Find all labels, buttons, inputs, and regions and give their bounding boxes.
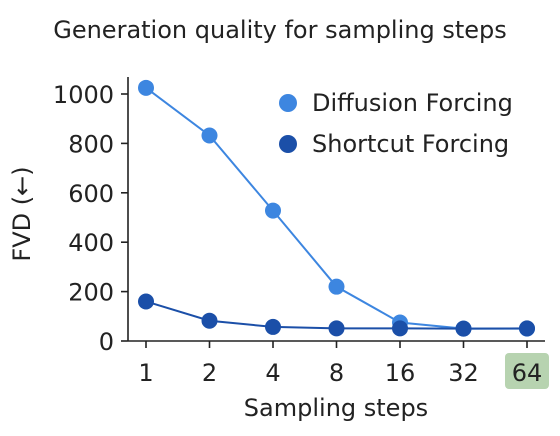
data-point-diffusion-forcing — [328, 278, 345, 295]
x-tick-label: 8 — [329, 359, 344, 387]
x-tick-label: 32 — [448, 359, 479, 387]
legend: Diffusion Forcing Shortcut Forcing — [279, 89, 513, 158]
x-tick-label: 64 — [512, 359, 543, 387]
data-point-diffusion-forcing — [265, 202, 281, 219]
data-point-shortcut-forcing — [455, 320, 472, 337]
y-tick-label: 600 — [68, 180, 114, 208]
legend-label-diffusion-forcing: Diffusion Forcing — [312, 89, 513, 117]
data-point-shortcut-forcing — [519, 320, 535, 337]
x-tick-label: 1 — [138, 359, 153, 387]
y-tick-label: 400 — [68, 229, 114, 257]
data-point-shortcut-forcing — [392, 320, 408, 337]
x-axis-label: Sampling steps — [244, 394, 428, 422]
y-axis-label: FVD (←) — [8, 166, 36, 261]
x-tick-label: 4 — [265, 359, 280, 387]
x-tick-label: 2 — [202, 359, 217, 387]
data-point-shortcut-forcing — [265, 318, 281, 335]
legend-marker-diffusion-forcing — [279, 94, 297, 112]
x-tick-label: 16 — [385, 359, 416, 387]
data-point-shortcut-forcing — [328, 320, 345, 337]
data-point-diffusion-forcing — [201, 127, 218, 144]
y-tick-label: 200 — [68, 279, 114, 307]
series-layer — [138, 79, 535, 337]
legend-label-shortcut-forcing: Shortcut Forcing — [312, 130, 509, 158]
y-tick-label: 1000 — [53, 81, 114, 109]
y-tick-label: 800 — [68, 130, 114, 158]
x-ticks: 1 2 4 8 16 32 64 — [138, 341, 542, 387]
data-point-diffusion-forcing — [138, 79, 154, 96]
data-point-shortcut-forcing — [138, 293, 154, 310]
legend-marker-shortcut-forcing — [279, 135, 297, 153]
highlight-layer — [505, 353, 549, 389]
data-point-shortcut-forcing — [201, 312, 218, 329]
y-tick-label: 0 — [99, 328, 114, 356]
x-tick-highlight — [505, 353, 549, 389]
chart-title: Generation quality for sampling steps — [53, 16, 507, 44]
y-ticks: 0 200 400 600 800 1000 — [53, 81, 128, 356]
